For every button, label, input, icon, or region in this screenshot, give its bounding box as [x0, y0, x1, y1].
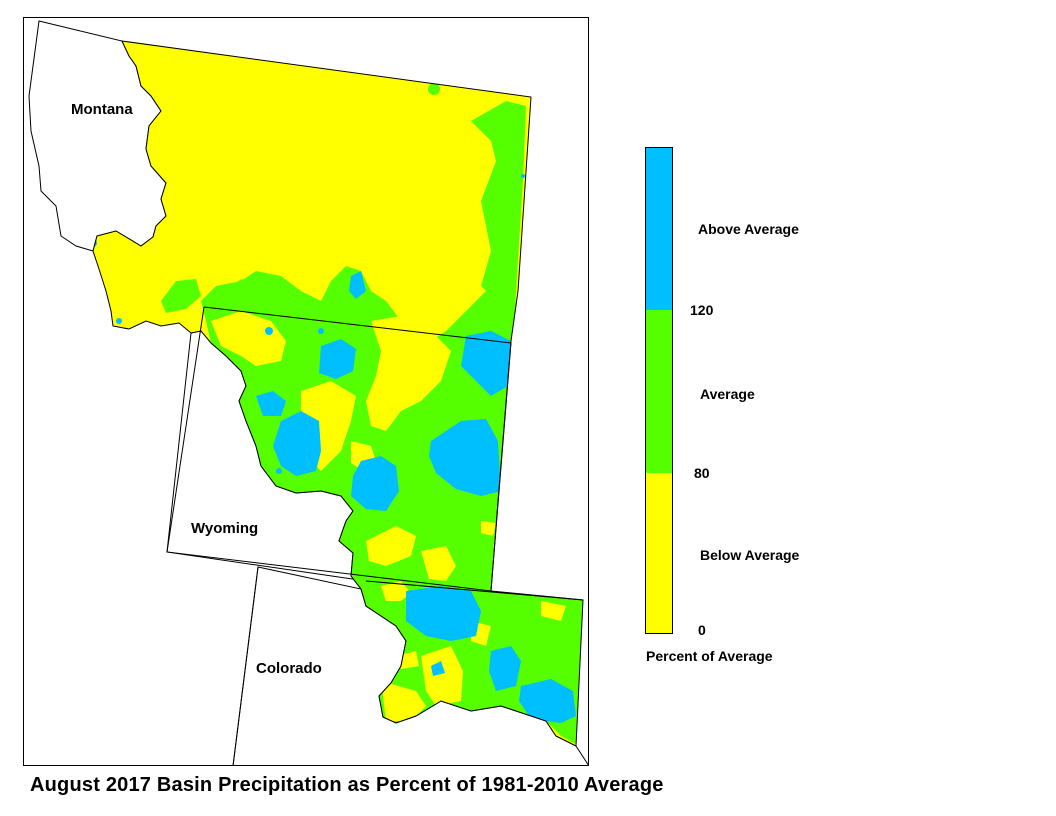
above-average-areas — [93, 174, 576, 723]
colorado-boundary-line — [232, 566, 259, 765]
legend-swatch-above — [646, 148, 672, 310]
legend-break-0: 0 — [698, 622, 706, 638]
state-label-colorado: Colorado — [256, 660, 322, 677]
state-label-wyoming: Wyoming — [191, 520, 259, 537]
legend-break-120: 120 — [690, 302, 714, 318]
below-average-islands — [211, 311, 566, 721]
legend-break-80: 80 — [694, 465, 710, 481]
legend-label-above: Above Average — [698, 221, 799, 237]
legend-color-bar — [645, 147, 673, 634]
legend-label-average: Average — [700, 386, 755, 402]
legend-swatch-below — [646, 473, 672, 633]
legend-unit-label: Percent of Average — [646, 648, 773, 664]
wyoming-boundary-line — [166, 306, 512, 592]
map-frame — [23, 17, 589, 766]
state-boundaries — [166, 306, 584, 765]
precipitation-map — [28, 20, 588, 765]
legend-swatch-average — [646, 310, 672, 473]
state-label-montana: Montana — [71, 101, 133, 118]
map-title: August 2017 Basin Precipitation as Perce… — [30, 774, 664, 796]
legend-label-below: Below Average — [700, 547, 800, 563]
colorado-north-boundary-line — [365, 580, 584, 601]
